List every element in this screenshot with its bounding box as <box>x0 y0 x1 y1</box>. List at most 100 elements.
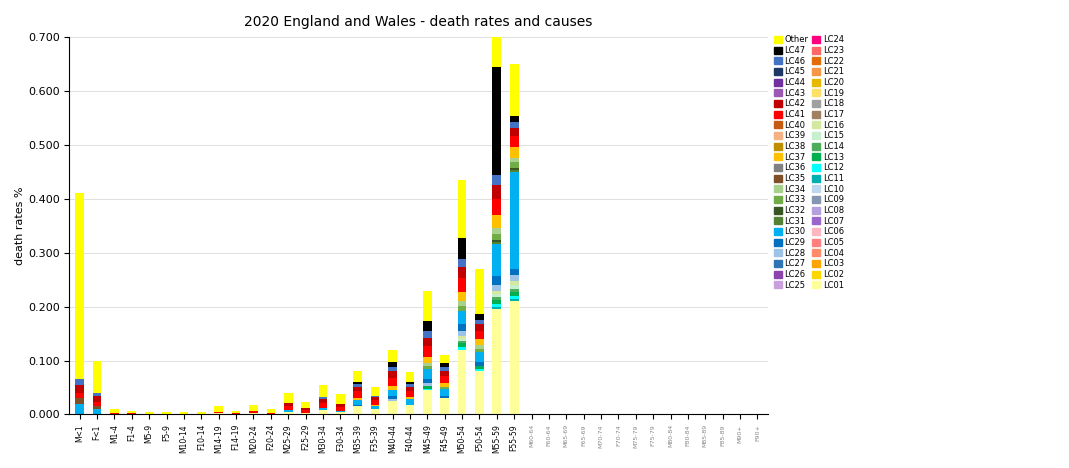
Bar <box>423 383 432 387</box>
Bar <box>284 410 293 412</box>
Bar <box>458 311 466 324</box>
Bar <box>284 393 293 403</box>
Bar <box>371 406 379 409</box>
Bar <box>458 341 466 343</box>
Bar <box>423 291 432 321</box>
Bar <box>440 383 449 387</box>
Bar <box>423 388 432 390</box>
Bar <box>423 379 432 383</box>
Bar <box>388 371 397 378</box>
Bar <box>371 409 379 414</box>
Bar <box>405 405 415 414</box>
Bar <box>423 387 432 388</box>
Bar <box>493 228 501 234</box>
Bar <box>493 277 501 285</box>
Bar <box>388 399 397 401</box>
Bar <box>493 242 501 244</box>
Bar <box>93 409 102 414</box>
Bar <box>440 371 449 376</box>
Bar <box>510 136 518 147</box>
Bar <box>493 234 501 240</box>
Bar <box>510 275 518 281</box>
Bar <box>423 366 432 369</box>
Bar <box>336 404 344 407</box>
Bar <box>371 405 379 406</box>
Bar <box>336 412 344 414</box>
Bar <box>284 406 293 410</box>
Bar <box>475 366 484 369</box>
Bar <box>266 413 275 414</box>
Bar <box>458 259 466 267</box>
Bar <box>475 352 484 362</box>
Bar <box>493 291 501 294</box>
Bar <box>371 388 379 395</box>
Bar <box>388 362 397 367</box>
Bar <box>423 331 432 338</box>
Bar <box>249 413 258 414</box>
Bar <box>354 398 362 401</box>
Bar <box>405 372 415 381</box>
Y-axis label: death rates %: death rates % <box>15 187 25 265</box>
Bar <box>336 395 344 404</box>
Bar <box>458 324 466 331</box>
Bar <box>493 185 501 199</box>
Bar <box>493 67 501 175</box>
Bar <box>475 339 484 345</box>
Bar <box>249 405 258 411</box>
Bar <box>493 297 501 300</box>
Bar <box>371 395 379 397</box>
Bar <box>354 371 362 381</box>
Bar <box>354 406 362 414</box>
Bar <box>475 362 484 366</box>
Bar <box>493 35 501 67</box>
Bar <box>301 413 310 414</box>
Bar <box>440 395 449 398</box>
Bar <box>458 180 466 238</box>
Bar <box>440 387 449 389</box>
Bar <box>510 117 518 122</box>
Bar <box>75 403 84 414</box>
Bar <box>510 299 518 301</box>
Bar <box>475 349 484 352</box>
Bar <box>319 410 327 414</box>
Bar <box>510 285 518 289</box>
Bar <box>440 363 449 367</box>
Bar <box>458 331 466 336</box>
Bar <box>458 336 466 339</box>
Bar <box>440 376 449 383</box>
Bar <box>510 147 518 158</box>
Bar <box>215 406 223 412</box>
Bar <box>145 412 154 414</box>
Bar <box>493 244 501 277</box>
Bar <box>405 381 415 384</box>
Bar <box>75 193 84 380</box>
Legend: Other, LC47, LC46, LC45, LC44, LC43, LC42, LC41, LC40, LC39, LC38, LC37, LC36, L: Other, LC47, LC46, LC45, LC44, LC43, LC4… <box>772 34 846 292</box>
Bar <box>354 405 362 406</box>
Bar <box>510 289 518 292</box>
Bar <box>458 267 466 278</box>
Bar <box>301 402 310 409</box>
Bar <box>493 240 501 242</box>
Bar <box>319 385 327 397</box>
Bar <box>319 402 327 408</box>
Bar <box>215 412 223 413</box>
Bar <box>510 168 518 170</box>
Bar <box>475 369 484 371</box>
Bar <box>354 384 362 387</box>
Bar <box>110 409 119 413</box>
Bar <box>493 285 501 291</box>
Bar <box>510 296 518 299</box>
Bar <box>458 292 466 301</box>
Bar <box>127 410 136 413</box>
Bar <box>319 397 327 399</box>
Bar <box>405 391 415 396</box>
Bar <box>388 401 397 414</box>
Bar <box>75 393 84 398</box>
Bar <box>388 389 397 396</box>
Bar <box>197 412 205 414</box>
Bar <box>93 393 102 395</box>
Bar <box>93 406 102 409</box>
Bar <box>510 64 518 117</box>
Bar <box>458 350 466 414</box>
Bar <box>475 331 484 339</box>
